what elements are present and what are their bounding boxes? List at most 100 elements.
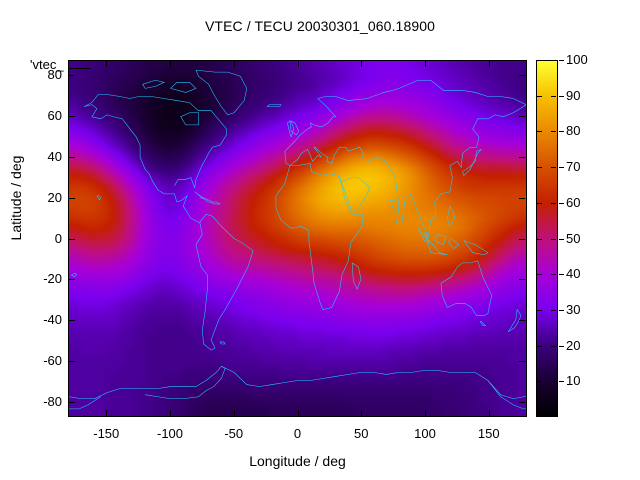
x-tick-label: -150 — [93, 426, 120, 441]
colorbar-tick-mark-right — [551, 96, 556, 97]
colorbar-tick-mark-outer — [559, 310, 564, 311]
x-tick-mark — [106, 410, 107, 416]
y-tick-mark-right — [519, 116, 525, 117]
colorbar-tick-mark-right — [551, 203, 556, 204]
colorbar-tick-label: 20 — [566, 337, 581, 353]
x-tick-mark-top — [170, 61, 171, 67]
y-tick-label: -80 — [43, 393, 62, 409]
colorbar-tick-mark-outer — [559, 131, 564, 132]
y-tick-mark — [69, 198, 75, 199]
vtec-heatmap — [69, 61, 526, 416]
y-tick-mark-right — [519, 402, 525, 403]
colorbar-tick-mark-right — [551, 167, 556, 168]
colorbar-gradient — [537, 61, 557, 416]
x-tick-mark — [170, 410, 171, 416]
colorbar-tick-mark-outer — [559, 346, 564, 347]
x-tick-mark-top — [234, 61, 235, 67]
colorbar-tick-mark — [537, 381, 542, 382]
y-tick-label: -20 — [43, 271, 62, 287]
x-axis-label: Longitude / deg — [249, 453, 346, 469]
colorbar-tick-label: 30 — [566, 301, 581, 317]
x-tick-label: 150 — [477, 426, 500, 441]
colorbar-tick-mark — [537, 167, 542, 168]
colorbar-tick-label: 40 — [566, 266, 581, 282]
plot-key-line — [68, 68, 90, 69]
x-tick-label: 0 — [293, 426, 302, 441]
x-tick-mark-top — [106, 61, 107, 67]
colorbar-tick-mark-outer — [559, 239, 564, 240]
y-tick-mark — [69, 320, 75, 321]
chart-title: VTEC / TECU 20030301_060.18900 — [204, 18, 435, 34]
y-tick-label: 20 — [47, 189, 62, 205]
y-tick-label: 80 — [47, 67, 62, 83]
colorbar-tick-label: 70 — [566, 159, 581, 175]
y-tick-mark-right — [519, 320, 525, 321]
x-tick-mark-top — [489, 61, 490, 67]
x-tick-mark — [298, 410, 299, 416]
colorbar-tick-mark-right — [551, 274, 556, 275]
y-tick-mark-right — [519, 239, 525, 240]
colorbar-tick-mark-outer — [559, 274, 564, 275]
colorbar-tick-label: 10 — [566, 373, 581, 389]
y-tick-mark — [69, 116, 75, 117]
plot-area — [68, 60, 527, 417]
x-tick-mark-top — [298, 61, 299, 67]
plot-key-label: 'vtec_ — [30, 57, 64, 72]
colorbar — [536, 60, 558, 417]
y-tick-mark-right — [519, 361, 525, 362]
y-tick-mark — [69, 157, 75, 158]
x-tick-label: -50 — [224, 426, 244, 441]
coastline-overlay — [69, 61, 526, 416]
x-tick-label: 100 — [414, 426, 436, 441]
x-tick-mark — [234, 410, 235, 416]
y-axis-ticks: 80 60 40 20 0 -20 -40 -60 -80 — [0, 0, 62, 480]
y-tick-mark — [69, 239, 75, 240]
x-tick-mark — [361, 410, 362, 416]
colorbar-tick-mark-outer — [559, 203, 564, 204]
y-tick-mark-right — [519, 279, 525, 280]
y-tick-mark — [69, 279, 75, 280]
colorbar-tick-mark-right — [551, 346, 556, 347]
y-tick-label: -60 — [43, 352, 62, 368]
y-tick-label: 60 — [47, 108, 62, 124]
colorbar-tick-mark-right — [551, 239, 556, 240]
colorbar-tick-mark — [537, 60, 542, 61]
y-tick-mark — [69, 361, 75, 362]
colorbar-tick-mark-outer — [559, 96, 564, 97]
colorbar-tick-mark — [537, 239, 542, 240]
colorbar-tick-mark-right — [551, 131, 556, 132]
y-tick-mark-right — [519, 198, 525, 199]
colorbar-tick-label: 80 — [566, 123, 581, 139]
colorbar-tick-mark — [537, 346, 542, 347]
colorbar-tick-label: 50 — [566, 230, 581, 246]
colorbar-tick-mark-outer — [559, 167, 564, 168]
colorbar-tick-mark-right — [551, 381, 556, 382]
y-tick-label: -40 — [43, 312, 62, 328]
colorbar-tick-mark-right — [551, 310, 556, 311]
colorbar-tick-mark — [537, 203, 542, 204]
colorbar-tick-mark-outer — [559, 60, 564, 61]
x-tick-mark-top — [361, 61, 362, 67]
x-tick-mark — [425, 410, 426, 416]
colorbar-tick-mark — [537, 274, 542, 275]
x-tick-label: -100 — [156, 426, 184, 441]
colorbar-tick-label: 90 — [566, 87, 581, 103]
x-tick-mark-top — [425, 61, 426, 67]
colorbar-tick-label: 60 — [566, 194, 581, 210]
y-tick-label: 40 — [47, 148, 62, 164]
colorbar-tick-mark — [537, 131, 542, 132]
x-tick-label: 50 — [354, 426, 369, 441]
colorbar-tick-label: 100 — [566, 52, 588, 67]
x-tick-mark — [489, 410, 490, 416]
y-tick-mark — [69, 75, 75, 76]
y-tick-mark — [69, 402, 75, 403]
colorbar-tick-mark-outer — [559, 381, 564, 382]
colorbar-tick-mark-right — [551, 60, 556, 61]
colorbar-tick-mark — [537, 96, 542, 97]
y-tick-mark-right — [519, 157, 525, 158]
y-tick-label: 0 — [54, 230, 62, 246]
